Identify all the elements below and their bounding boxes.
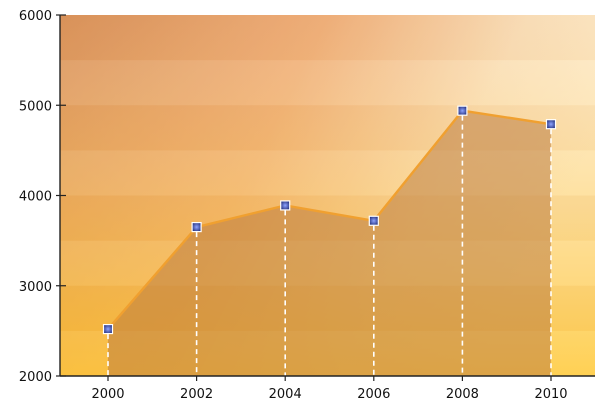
data-point-marker <box>457 105 468 116</box>
data-point-marker <box>368 215 379 226</box>
x-tick-label: 2000 <box>91 387 124 402</box>
background-band <box>60 15 595 61</box>
y-tick-label: 2000 <box>19 370 52 385</box>
data-point-marker <box>545 119 557 130</box>
x-tick-label: 2010 <box>534 387 567 402</box>
y-tick-label: 6000 <box>19 9 52 24</box>
x-tick-label: 2008 <box>446 387 479 402</box>
data-point-marker <box>191 221 202 233</box>
y-tick-label: 5000 <box>19 99 52 114</box>
data-point-marker <box>280 200 291 211</box>
series-area <box>108 110 551 376</box>
x-tick-label: 2004 <box>269 387 302 402</box>
y-tick-label: 3000 <box>19 280 52 295</box>
series-line <box>107 109 552 330</box>
x-tick-label: 2002 <box>180 387 213 402</box>
x-tick-label: 2006 <box>357 387 390 402</box>
y-tick-label: 4000 <box>19 190 52 205</box>
background-band <box>60 60 595 106</box>
data-point-marker <box>102 323 114 335</box>
